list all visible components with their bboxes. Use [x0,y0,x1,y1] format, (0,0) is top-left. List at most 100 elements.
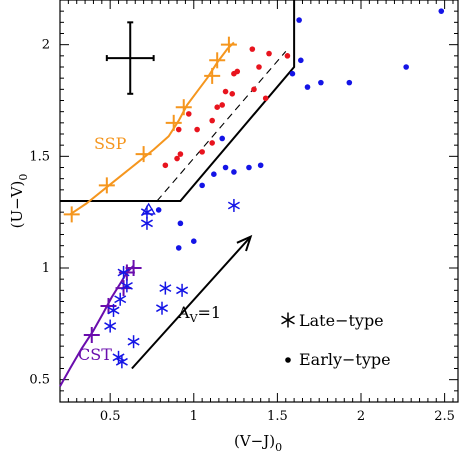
early-type-blue-point [175,245,182,251]
y-tick-label: 2 [42,38,50,53]
early-type-red-point [177,151,184,157]
av-label: AV=1 [177,303,221,325]
late-type-point-arm [117,268,130,277]
late-type-point [115,355,128,369]
ssp-marker [135,146,152,163]
early-type-red-point [194,126,200,133]
ssp-marker [220,36,237,53]
early-type-blue-point [403,64,409,70]
ssp-track-line [69,41,235,216]
late-type-point [117,265,130,279]
y-axis-title: (U−V)0 [8,174,30,229]
late-type-point-arm [176,286,189,295]
ssp-marker [98,177,115,194]
early-type-red-point [256,64,262,70]
late-type-triangle-point [141,202,156,215]
ssp-label: SSP [94,134,127,153]
y-tick-label: 0.5 [29,373,50,388]
early-type-blue-point [257,162,264,169]
early-type-red-point [185,111,192,117]
ssp-marker [165,114,182,131]
early-type-blue-point [199,182,205,189]
selection-dashed-line [156,51,287,202]
cst-marker [83,327,100,343]
early-type-blue-point [304,84,311,90]
early-type-blue-point [211,171,217,177]
ssp-marker [209,52,226,69]
early-type-blue-point [222,164,229,171]
early-type-red-point [174,155,180,162]
early-type-blue-point [296,17,302,23]
ssp-marker [63,206,80,223]
early-type-blue-point [177,220,184,227]
reddening-vector-arrowhead [236,234,253,252]
early-type-red-point [162,162,169,169]
y-tick-label: 1 [42,261,50,276]
early-type-red-point [284,53,291,59]
early-type-blue-point [298,57,304,64]
early-type-red-point [249,46,256,52]
early-type-blue-point [289,70,296,77]
legend-early-type-label: Early−type [299,350,391,369]
av-label-a: A [177,303,190,322]
late-type-point [156,301,169,315]
late-type-point [120,279,133,293]
early-type-blue-point [219,135,226,142]
late-type-point-arm [156,304,169,313]
late-type-point-arm [107,306,120,315]
late-type-point-arm [104,322,117,330]
early-type-red-point [251,86,257,93]
early-type-blue-point [155,207,162,213]
x-tick-label: 1.5 [267,409,288,424]
ssp-marker [175,99,192,116]
early-type-red-point [214,104,220,110]
selection-boundary [60,0,296,202]
legend-late-type-symbol-arm [281,315,295,325]
late-type-point [107,303,120,317]
x-tick-label: 2 [357,409,365,424]
late-type-point-arm [114,295,127,304]
early-type-red-point [234,68,241,75]
late-type-point-arm [140,219,153,228]
early-type-red-point [209,140,215,146]
early-type-blue-point [246,164,252,171]
x-tick-label: 2.5 [434,409,455,424]
av-label-rest: =1 [198,303,222,322]
av-label-sub: V [189,312,199,325]
model-tracks [59,36,237,387]
x-tick-label: 1 [190,409,198,424]
x-axis-title: (V−J)0 [234,432,282,454]
late-type-point [127,335,140,349]
early-type-red-point [222,88,229,95]
reddening-vector [131,236,252,370]
early-type-blue-point [231,169,237,175]
late-type-point-arm [159,284,172,292]
data-points [104,8,445,369]
late-type-point [176,283,189,297]
early-type-red-point [229,91,236,97]
early-type-red-point [209,117,215,124]
selection-lines [60,0,296,202]
x-tick-label: 0.5 [100,409,121,424]
late-type-point-arm [127,337,140,346]
early-type-red-point [262,95,269,102]
early-type-red-point [266,50,272,57]
late-type-point [159,281,172,295]
late-type-point [114,292,127,306]
late-type-point-arm [115,357,128,366]
y-tick-label: 1.5 [29,149,50,164]
late-type-point-arm [120,281,133,290]
late-type-point-arm [227,201,240,210]
cst-label: CST [78,345,112,364]
late-type-point [140,216,153,230]
early-type-red-point [219,102,226,108]
legend-late-type-symbol [281,312,295,328]
early-type-blue-point [190,238,197,244]
early-type-red-point [175,126,182,133]
cst-marker [125,260,142,276]
early-type-blue-point [438,8,445,14]
legend-late-type-label: Late−type [299,311,384,330]
early-type-blue-point [318,79,324,86]
cst-track-line [59,265,135,387]
annotations: SSP CST AV=1 Late−type Early−type [78,134,391,370]
